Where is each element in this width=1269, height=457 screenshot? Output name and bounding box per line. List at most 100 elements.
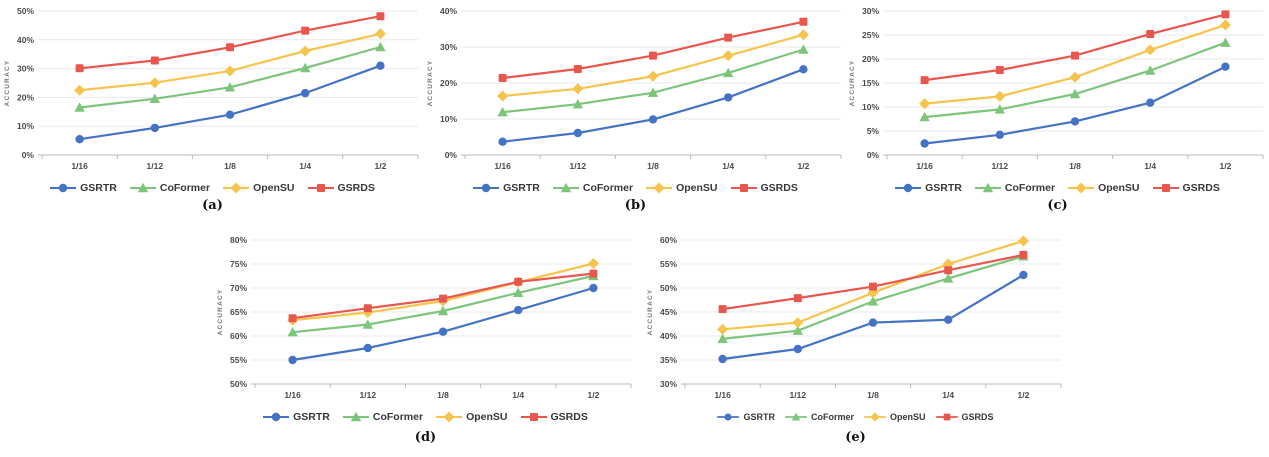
- diamond-marker-icon: [864, 412, 886, 422]
- data-point-coformer: [647, 87, 659, 97]
- triangle-marker-icon: [785, 412, 807, 421]
- legend-item-gsrds: GSRDS: [935, 412, 994, 422]
- data-point-gsrds: [869, 282, 877, 291]
- y-axis-tick-label: 10%: [440, 114, 457, 124]
- y-axis-tick-label: 30%: [660, 379, 677, 389]
- legend-item-gsrtr: GSRTR: [717, 412, 775, 422]
- diamond-marker-icon: [1068, 182, 1095, 194]
- data-point-coformer: [1220, 37, 1231, 47]
- legend-label: GSRDS: [550, 411, 588, 423]
- data-point-gsrtr: [648, 115, 658, 124]
- y-axis-tick-label: 70%: [230, 283, 247, 293]
- legend-label: CoFormer: [582, 182, 634, 194]
- data-point-coformer: [362, 319, 373, 329]
- data-point-gsrds: [1071, 51, 1079, 60]
- x-axis-tick-label: 1/12: [147, 161, 164, 171]
- y-axis-tick-label: 75%: [230, 259, 247, 269]
- data-point-gsrds: [920, 76, 929, 85]
- series-line-gsrds: [502, 20, 804, 80]
- triangle-marker-icon: [129, 182, 156, 193]
- circle-marker-icon: [263, 412, 290, 422]
- chart-caption: (a): [202, 198, 223, 213]
- legend-label: OpenSU: [1098, 182, 1140, 194]
- square-marker-icon: [520, 413, 547, 421]
- data-point-coformer: [717, 333, 728, 344]
- data-point-gsrtr: [301, 88, 310, 98]
- data-point-gsrds: [514, 277, 523, 286]
- y-axis-tick-label: 0%: [867, 150, 880, 160]
- x-axis-tick-label: 1/8: [437, 390, 449, 400]
- square-marker-icon: [1152, 184, 1179, 192]
- square-marker-icon: [730, 184, 757, 192]
- data-point-gsrtr: [868, 318, 878, 327]
- legend-item-gsrds: GSRDS: [1152, 182, 1220, 194]
- legend-item-coformer: CoFormer: [129, 182, 210, 194]
- y-axis-tick-label: 40%: [17, 35, 34, 45]
- legend-label: GSRTR: [925, 182, 962, 194]
- y-axis-tick-label: 20%: [862, 54, 879, 64]
- data-point-gsrtr: [944, 315, 953, 324]
- data-point-coformer: [300, 62, 311, 73]
- data-point-gsrds: [75, 64, 84, 73]
- legend: GSRTR CoFormer OpenSU GSRDS: [845, 181, 1269, 195]
- data-point-gsrtr: [995, 130, 1004, 139]
- data-point-coformer: [437, 305, 449, 316]
- data-point-gsrds: [724, 33, 733, 42]
- legend-label: GSRDS: [337, 182, 375, 194]
- data-point-gsrds: [288, 314, 297, 323]
- x-axis-tick-label: 1/2: [374, 161, 386, 171]
- data-point-gsrds: [589, 269, 598, 278]
- data-point-coformer: [497, 107, 508, 117]
- y-axis-tick-label: 35%: [660, 355, 677, 365]
- data-point-opensu: [572, 83, 584, 95]
- data-point-coformer: [513, 287, 524, 297]
- data-point-gsrtr: [1221, 62, 1230, 71]
- y-axis-title: ACCURACY: [647, 289, 654, 336]
- data-point-gsrtr: [724, 93, 733, 102]
- data-point-gsrds: [301, 26, 310, 35]
- data-point-opensu: [792, 317, 804, 329]
- legend-item-gsrtr: GSRTR: [263, 411, 330, 423]
- x-axis-tick-label: 1/2: [1017, 390, 1029, 400]
- data-point-coformer: [867, 296, 879, 306]
- data-point-opensu: [74, 84, 86, 96]
- data-point-coformer: [572, 99, 583, 109]
- data-point-gsrds: [995, 66, 1004, 74]
- data-point-gsrds: [573, 65, 582, 73]
- data-point-gsrds: [799, 17, 808, 26]
- data-point-coformer: [149, 93, 160, 103]
- data-point-gsrds: [649, 51, 657, 60]
- legend: GSRTR CoFormer OpenSU GSRDS: [423, 181, 848, 195]
- legend-item-opensu: OpenSU: [864, 412, 926, 422]
- y-axis-tick-label: 20%: [440, 78, 457, 88]
- legend-item-opensu: OpenSU: [646, 182, 718, 194]
- x-axis-tick-label: 1/4: [942, 390, 954, 400]
- data-point-opensu: [1069, 71, 1081, 83]
- legend-label: GSRTR: [293, 411, 330, 423]
- data-point-opensu: [1144, 44, 1156, 56]
- data-point-gsrtr: [589, 283, 598, 293]
- triangle-marker-icon: [552, 182, 579, 193]
- legend: GSRTR CoFormer OpenSU GSRDS: [643, 410, 1068, 424]
- circle-marker-icon: [717, 413, 740, 421]
- x-axis-tick-label: 1/2: [797, 161, 809, 171]
- y-axis-tick-label: 25%: [862, 30, 879, 40]
- x-axis-tick-label: 1/16: [284, 390, 301, 400]
- data-point-opensu: [867, 287, 879, 299]
- data-point-gsrtr: [514, 305, 523, 315]
- y-axis-tick-label: 10%: [862, 102, 879, 112]
- data-point-gsrds: [793, 294, 802, 303]
- y-axis-tick-label: 10%: [17, 121, 34, 131]
- y-axis-title: ACCURACY: [4, 60, 11, 107]
- chart-panel-b: 0% 10% 20% 30% 40% 1/16 1/12 1/8 1/4 1/2 ACCURACY G…: [423, 0, 848, 213]
- chart-panel-d: 50% 55% 60% 65% 70% 75% 80% 1/16 1/12 1/8 1/4 1/2 AC…: [213, 229, 638, 445]
- y-axis-tick-label: 20%: [17, 92, 34, 102]
- chart-caption: (e): [845, 430, 866, 445]
- data-point-gsrtr: [498, 137, 507, 146]
- data-point-opensu: [374, 28, 386, 40]
- x-axis-tick-label: 1/2: [587, 390, 599, 400]
- chart-caption: (d): [414, 430, 437, 445]
- data-point-gsrds: [498, 74, 507, 82]
- y-axis-tick-label: 0%: [22, 150, 35, 160]
- legend-label: OpenSU: [676, 182, 718, 194]
